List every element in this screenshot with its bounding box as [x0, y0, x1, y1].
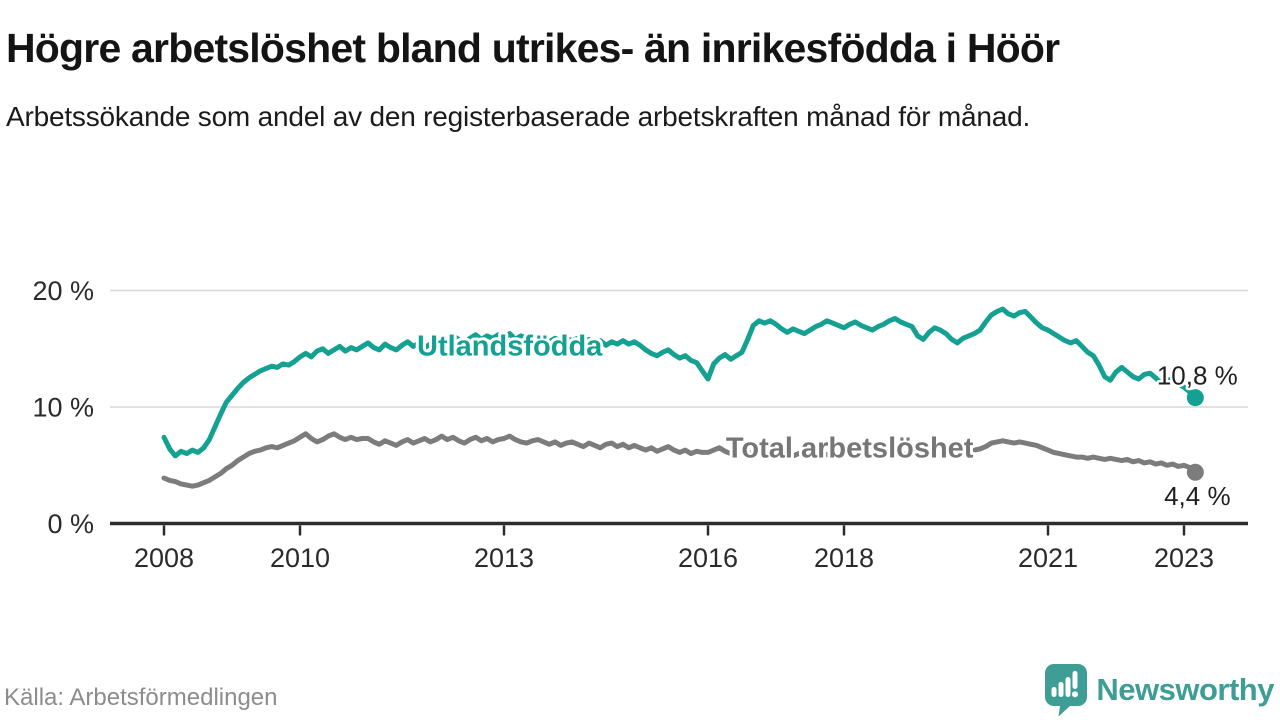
x-tick-label: 2008: [134, 543, 194, 573]
y-tick-label: 0 %: [47, 509, 94, 539]
exclamation-glyph: [1072, 671, 1079, 698]
bar-chart-glyph: [1051, 677, 1071, 697]
x-axis-labels: 2008 2010 2013 2016 2018 2021 2023: [134, 543, 1214, 573]
x-tick-label: 2010: [270, 543, 330, 573]
x-tick-label: 2016: [678, 543, 738, 573]
series-line: [161, 306, 1198, 459]
x-tick-label: 2023: [1154, 543, 1214, 573]
annotation-group: Utlandsfödda 10,8 % Total arbetslöshet 4,4 …: [414, 328, 1240, 514]
series-end-dot: [1186, 463, 1204, 481]
page-subtitle: Arbetssökande som andel av den registerb…: [6, 101, 1031, 133]
x-axis-group: [110, 521, 1248, 536]
x-tick-label: 2018: [814, 543, 874, 573]
series-end-dot: [1186, 389, 1204, 407]
chart-header: Högre arbetslöshet bland utrikes- än inr…: [6, 22, 1256, 137]
series-end-value: 4,4 %: [1164, 481, 1231, 511]
grid-group: [110, 289, 1248, 408]
y-tick-label: 10 %: [32, 393, 94, 423]
series-label: Total arbetslöshet: [726, 433, 974, 465]
newsworthy-logo: Newsworthy: [1041, 662, 1274, 717]
series-line: [161, 431, 1198, 489]
y-axis-labels: 0 % 10 % 20 %: [32, 276, 94, 539]
newsworthy-wordmark: Newsworthy: [1096, 671, 1274, 707]
series-label: Utlandsfödda: [417, 331, 603, 363]
x-tick-label: 2021: [1018, 543, 1078, 573]
x-tick-label: 2013: [474, 543, 534, 573]
newsworthy-logo-icon: [1045, 664, 1088, 717]
source-note: Källa: Arbetsförmedlingen: [4, 684, 278, 711]
chart-footer: Källa: Arbetsförmedlingen Newsworthy: [0, 640, 1280, 720]
y-tick-label: 20 %: [32, 276, 94, 306]
series-end-value: 10,8 %: [1157, 361, 1238, 391]
series-group: [161, 306, 1204, 489]
page-title: Högre arbetslöshet bland utrikes- än inr…: [6, 25, 1060, 71]
